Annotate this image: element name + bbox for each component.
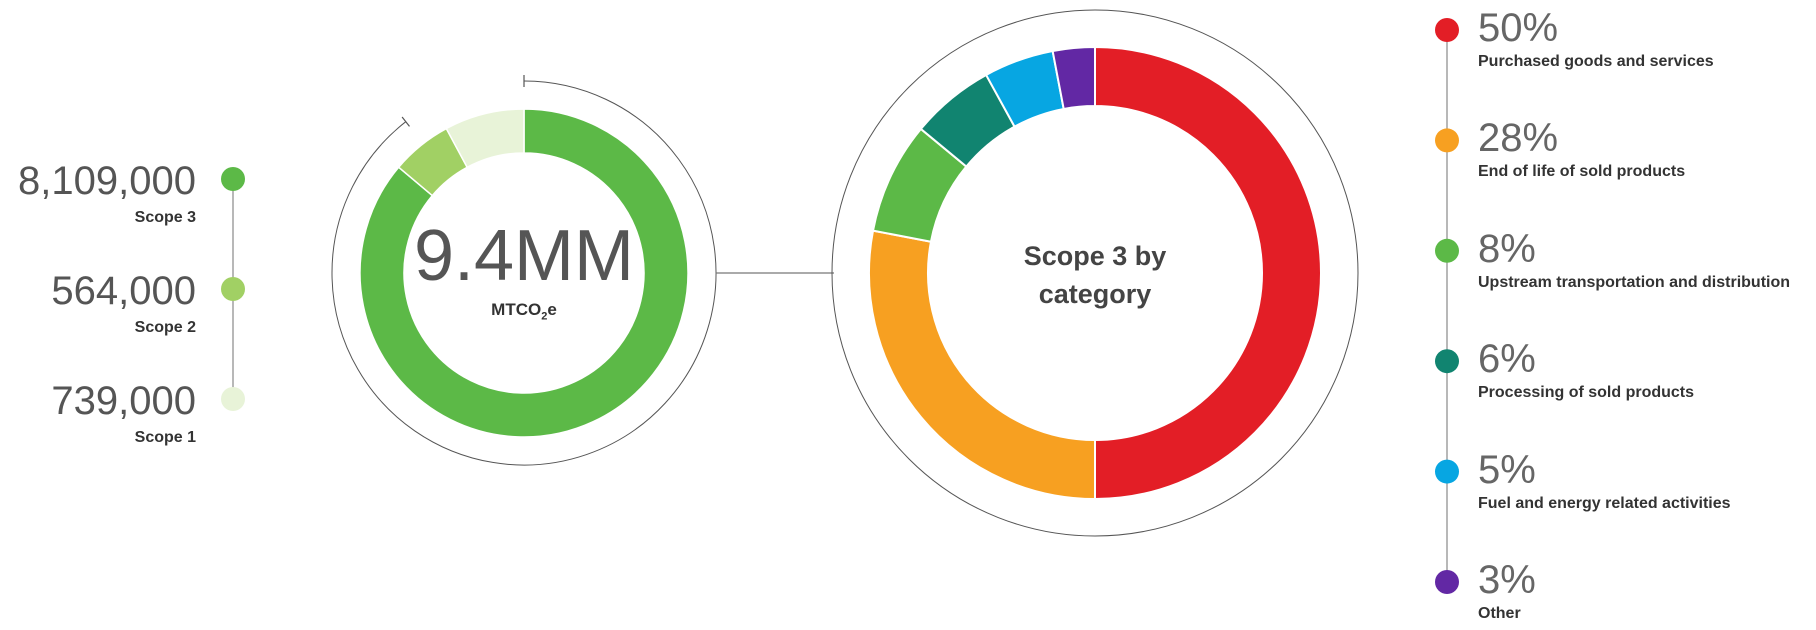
category-title-line2: category <box>1038 279 1152 309</box>
legend-dots <box>1435 18 1459 594</box>
legend-label: Upstream transportation and distribution <box>1478 273 1791 291</box>
legend-percent: 8% <box>1478 226 1536 271</box>
legend-dot-processing-of-sold-products <box>1435 349 1459 374</box>
legend-percent: 28% <box>1478 116 1559 161</box>
scope-total-arc <box>331 80 717 466</box>
legend-item: 28% End of life of sold products <box>1478 118 1816 182</box>
scope-slice-scope-3 <box>359 108 689 438</box>
total-emissions-value: 9.4MM <box>413 216 635 296</box>
legend-dot-upstream-transportation-and-distribution <box>1435 238 1459 263</box>
scope-dot-scope-1 <box>221 387 245 411</box>
legend-item: 3% Other <box>1478 560 1816 624</box>
legend-item: 8% Upstream transportation and distributi… <box>1478 229 1816 293</box>
legend-item: 6% Processing of sold products <box>1478 339 1816 403</box>
scope-dot-scope-2 <box>221 277 245 301</box>
scope-value-scope-1: 739,000 <box>51 379 196 423</box>
category-title-line1: Scope 3 by <box>1023 241 1167 271</box>
scope-value-scope-3: 8,109,000 <box>18 159 196 203</box>
legend-dot-other <box>1435 570 1459 594</box>
legend-dot-fuel-and-energy-related-activities <box>1435 459 1459 484</box>
scope-dot-scope-3 <box>221 167 245 191</box>
legend-item: 50% Purchased goods and services <box>1478 8 1816 72</box>
total-emissions-unit: MTCO2e <box>491 300 557 323</box>
scope-label-scope-3: Scope 3 <box>135 209 196 226</box>
legend-percent: 3% <box>1478 558 1536 602</box>
scope-label-scope-2: Scope 2 <box>135 319 196 336</box>
legend-item: 5% Fuel and energy related activities <box>1478 450 1816 514</box>
legend-dot-purchased-goods-and-services <box>1435 18 1459 42</box>
scope-slice-scope-1 <box>445 108 525 169</box>
scope-donut <box>359 108 689 438</box>
legend-percent: 6% <box>1478 337 1536 382</box>
legend-percent: 50% <box>1478 6 1559 50</box>
arc-end-tick-left <box>401 116 410 127</box>
legend-label: End of life of sold products <box>1478 163 1686 181</box>
category-slice-other <box>1051 45 1096 111</box>
legend-dot-end-of-life-of-sold-products <box>1435 128 1459 153</box>
scope-label-scope-1: Scope 1 <box>135 429 196 446</box>
legend-label: Processing of sold products <box>1478 384 1695 402</box>
scope-total-center: 9.4MM MTCO2e <box>374 218 674 322</box>
scope-value-scope-2: 564,000 <box>51 269 196 313</box>
category-outer-ring <box>831 9 1359 537</box>
legend-percent: 5% <box>1478 447 1536 492</box>
legend-label: Fuel and energy related activities <box>1478 494 1731 512</box>
category-chart-title: Scope 3 by category <box>945 237 1245 313</box>
legend-label: Other <box>1478 605 1521 622</box>
scope-list: 8,109,000 Scope 3 564,000 Scope 2 739,000 Sco… <box>18 159 245 446</box>
legend-label: Purchased goods and services <box>1478 53 1714 70</box>
category-donut <box>868 45 1322 501</box>
category-slice-purchased-goods-and-services <box>1094 45 1322 501</box>
